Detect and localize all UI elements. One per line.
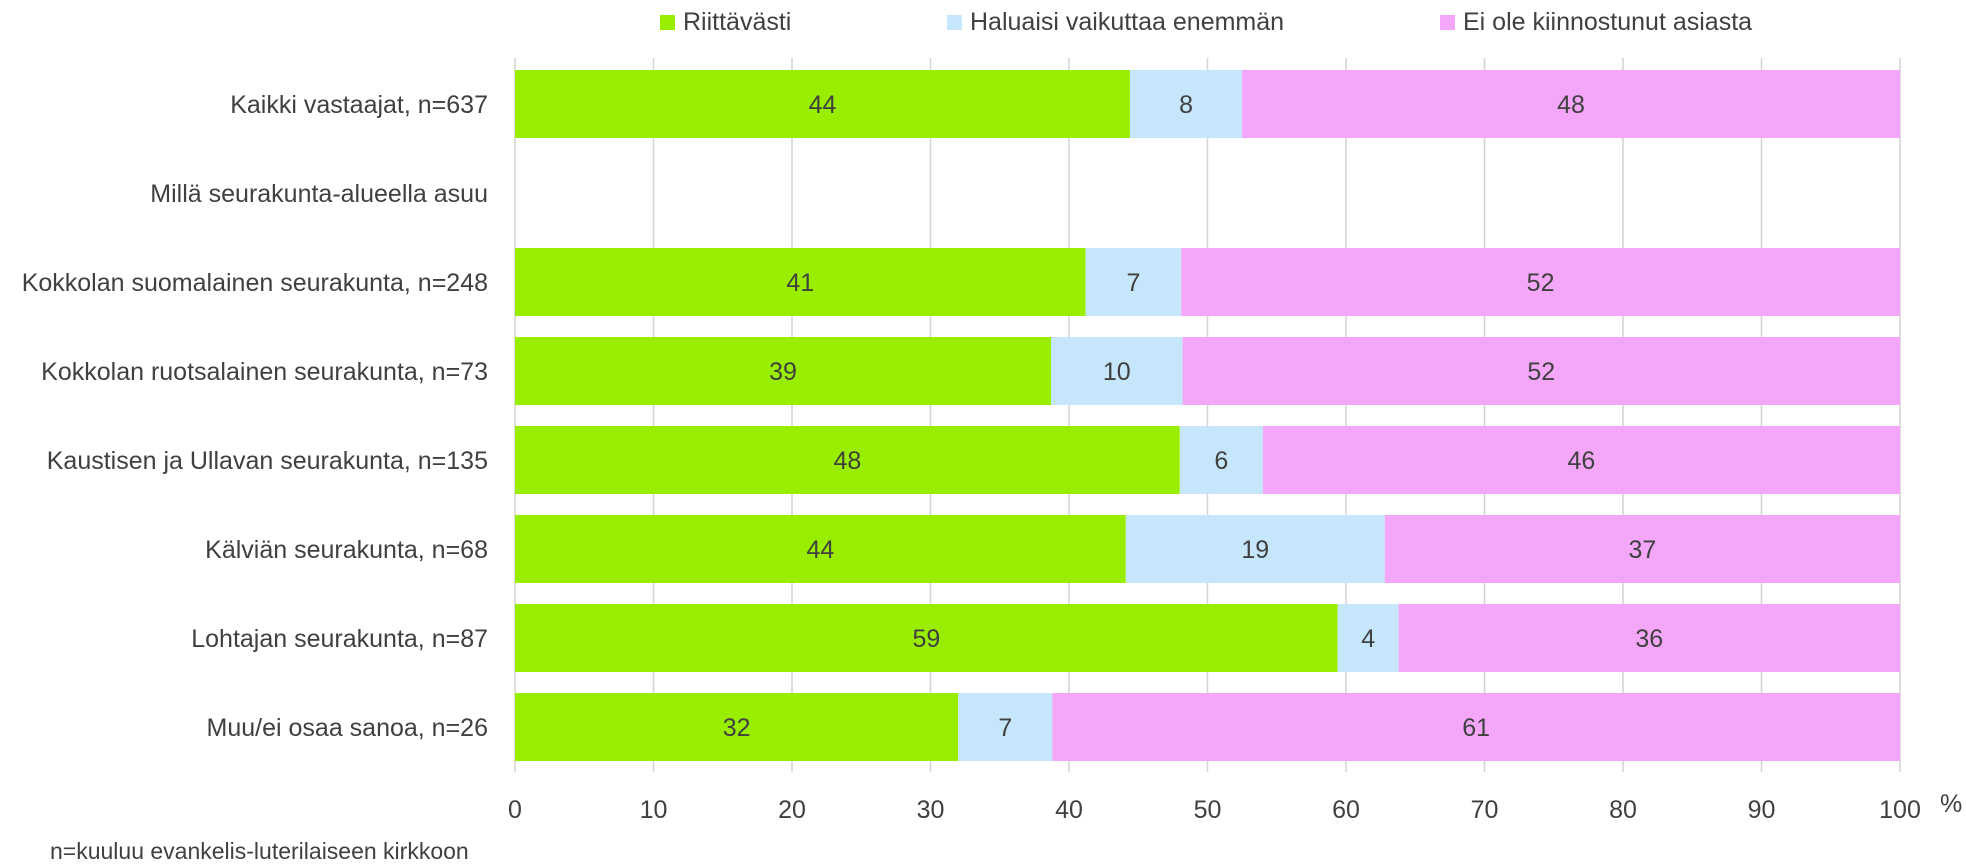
- bar-segment: [515, 515, 1126, 583]
- category-label: Kaikki vastaajat, n=637: [230, 91, 488, 119]
- chart-legend: Riittävästi Haluaisi vaikuttaa enemmän E…: [0, 8, 1966, 42]
- bar-data-label: 52: [1527, 269, 1555, 297]
- x-tick-label: 40: [1055, 796, 1083, 824]
- x-tick-label: 90: [1748, 796, 1776, 824]
- bar-data-label: 52: [1527, 358, 1555, 386]
- bar-segment: [515, 70, 1130, 138]
- x-axis-ticks: 0 10 20 30 40 50 60 70 80 90 100: [508, 796, 1921, 824]
- legend-item-riittavasti: Riittävästi: [660, 8, 791, 37]
- bar-segment: [515, 426, 1180, 494]
- bar-data-label: 7: [998, 714, 1012, 742]
- bar-segment: [1179, 426, 1263, 494]
- bar-data-label: 36: [1635, 625, 1663, 653]
- x-tick-label: 10: [640, 796, 668, 824]
- legend-label: Haluaisi vaikuttaa enemmän: [970, 8, 1285, 36]
- bar-segment: [1337, 604, 1399, 672]
- bar-segment: [515, 693, 959, 761]
- bar-segment: [1129, 70, 1243, 138]
- bar-segment: [1125, 515, 1385, 583]
- bar-data-label: 41: [786, 269, 814, 297]
- bar-data-label: 4: [1361, 625, 1375, 653]
- bar-segment: [1384, 515, 1900, 583]
- bar-data-label: 8: [1179, 91, 1193, 119]
- legend-label: Ei ole kiinnostunut asiasta: [1463, 8, 1753, 36]
- x-tick-label: 20: [778, 796, 806, 824]
- bar-data-label: 48: [1557, 91, 1585, 119]
- category-label: Kokkolan ruotsalainen seurakunta, n=73: [41, 358, 488, 386]
- bar-data-label: 19: [1241, 536, 1269, 564]
- x-tick-label: 70: [1471, 796, 1499, 824]
- bar-data-label: 10: [1103, 358, 1131, 386]
- bar-segment: [1242, 70, 1900, 138]
- bar-segment: [515, 337, 1051, 405]
- bar-segment: [1398, 604, 1900, 672]
- bar-segment: [1262, 426, 1900, 494]
- bar-data-label: 44: [809, 91, 837, 119]
- bar-data-label: 37: [1628, 536, 1656, 564]
- x-tick-label: 0: [508, 796, 522, 824]
- legend-item-haluaisi: Haluaisi vaikuttaa enemmän: [947, 8, 1284, 37]
- bar-data-label: 7: [1126, 269, 1140, 297]
- bar-data-label: 6: [1214, 447, 1228, 475]
- bar-data-label: 59: [912, 625, 940, 653]
- legend-swatch: [947, 15, 962, 30]
- legend-swatch: [660, 15, 675, 30]
- category-label: Muu/ei osaa sanoa, n=26: [207, 714, 488, 742]
- bar-data-label: 39: [769, 358, 797, 386]
- x-tick-label: 30: [917, 796, 945, 824]
- x-tick-label: 50: [1194, 796, 1222, 824]
- category-label: Kokkolan suomalainen seurakunta, n=248: [22, 269, 488, 297]
- x-tick-label: 80: [1609, 796, 1637, 824]
- bar-segment: [1085, 248, 1182, 316]
- bar-segment: [1052, 693, 1900, 761]
- bar-series: 44 8 48 41 7 52 39 10 52 48 6 46 44 19 37 59 4 36 32 7 61: [515, 70, 1900, 761]
- bar-data-label: 46: [1568, 447, 1596, 475]
- bar-segment: [958, 693, 1053, 761]
- bar-segment: [1181, 248, 1900, 316]
- bar-segment: [1182, 337, 1900, 405]
- bar-data-label: 61: [1462, 714, 1490, 742]
- legend-item-ei-kiinnostunut: Ei ole kiinnostunut asiasta: [1440, 8, 1752, 37]
- bar-segment: [515, 604, 1338, 672]
- bar-data-label: 32: [723, 714, 751, 742]
- bar-data-label: 44: [806, 536, 834, 564]
- category-label: Lohtajan seurakunta, n=87: [191, 625, 488, 653]
- x-tick-label: 60: [1332, 796, 1360, 824]
- x-tick-label: 100: [1879, 796, 1921, 824]
- category-label: Millä seurakunta-alueella asuu: [150, 180, 488, 208]
- x-axis-unit: %: [1940, 790, 1962, 818]
- legend-label: Riittävästi: [683, 8, 792, 36]
- category-label: Kälviän seurakunta, n=68: [205, 536, 488, 564]
- category-label: Kaustisen ja Ullavan seurakunta, n=135: [47, 447, 488, 475]
- category-labels: Kaikki vastaajat, n=637 Millä seurakunta-…: [22, 91, 488, 742]
- bar-segment: [515, 248, 1086, 316]
- legend-swatch: [1440, 15, 1455, 30]
- bar-segment: [1050, 337, 1183, 405]
- bar-data-label: 48: [833, 447, 861, 475]
- footnote: n=kuuluu evankelis-luterilaiseen kirkkoo…: [50, 838, 469, 864]
